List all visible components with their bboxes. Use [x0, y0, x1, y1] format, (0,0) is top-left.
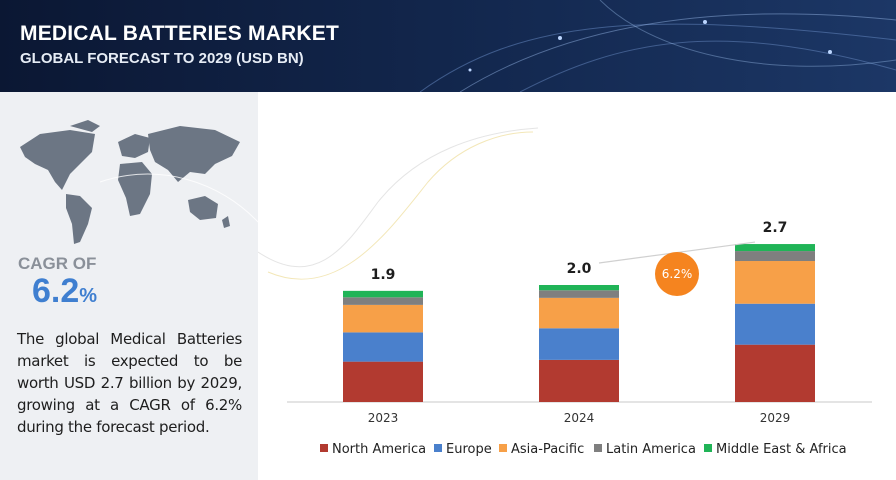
x-tick-label: 2029: [760, 411, 791, 425]
bar-segment: [735, 244, 815, 252]
legend-label: Asia-Pacific: [511, 442, 584, 457]
cagr-value: 6.2%: [32, 272, 97, 311]
bar-segment: [735, 261, 815, 304]
cagr-unit: %: [79, 285, 98, 307]
cagr-number: 6.2: [32, 272, 80, 310]
side-panel: CAGR OF 6.2% The global Medical Batterie…: [0, 92, 258, 480]
subtitle: GLOBAL FORECAST TO 2029 (USD BN): [20, 50, 304, 67]
bar-segment: [343, 290, 423, 298]
legend-label: North America: [332, 442, 426, 457]
total-label: 2.0: [567, 261, 592, 277]
bar-segment: [343, 361, 423, 402]
bar-segment: [539, 290, 619, 298]
world-map: [20, 120, 258, 244]
bar-segment: [735, 303, 815, 345]
description: The global Medical Batteries market is e…: [17, 330, 242, 436]
x-tick-label: 2023: [368, 411, 399, 425]
x-tick-label: 2024: [564, 411, 595, 425]
header: MEDICAL BATTERIES MARKET GLOBAL FORECAST…: [0, 0, 896, 92]
legend-swatch: [594, 444, 602, 452]
legend-label: Middle East & Africa: [716, 442, 847, 457]
header-decoration: [419, 0, 896, 92]
legend-swatch: [499, 444, 507, 452]
bar-segment: [343, 297, 423, 305]
annotation-text: 6.2%: [662, 267, 693, 281]
total-label: 2.7: [763, 220, 788, 236]
bar-segment: [539, 285, 619, 291]
annotation-bubble: [655, 252, 699, 296]
bar-segment: [735, 251, 815, 262]
bar-segment: [539, 359, 619, 402]
chart: 1.9 2023 2.0 2024 2.7 2029 6.2% North America Eu…: [258, 127, 872, 457]
legend-swatch: [434, 444, 442, 452]
bar-segment: [735, 344, 815, 402]
legend-label: Latin America: [606, 442, 696, 457]
legend-swatch: [704, 444, 712, 452]
bar-segment: [539, 297, 619, 329]
bar-segment: [343, 304, 423, 333]
legend-swatch: [320, 444, 328, 452]
total-label: 1.9: [371, 267, 396, 283]
bar-segment: [343, 332, 423, 362]
legend-label: Europe: [446, 442, 492, 457]
cagr-label: CAGR OF: [18, 254, 97, 273]
title: MEDICAL BATTERIES MARKET: [20, 22, 340, 45]
bar-segment: [539, 328, 619, 360]
